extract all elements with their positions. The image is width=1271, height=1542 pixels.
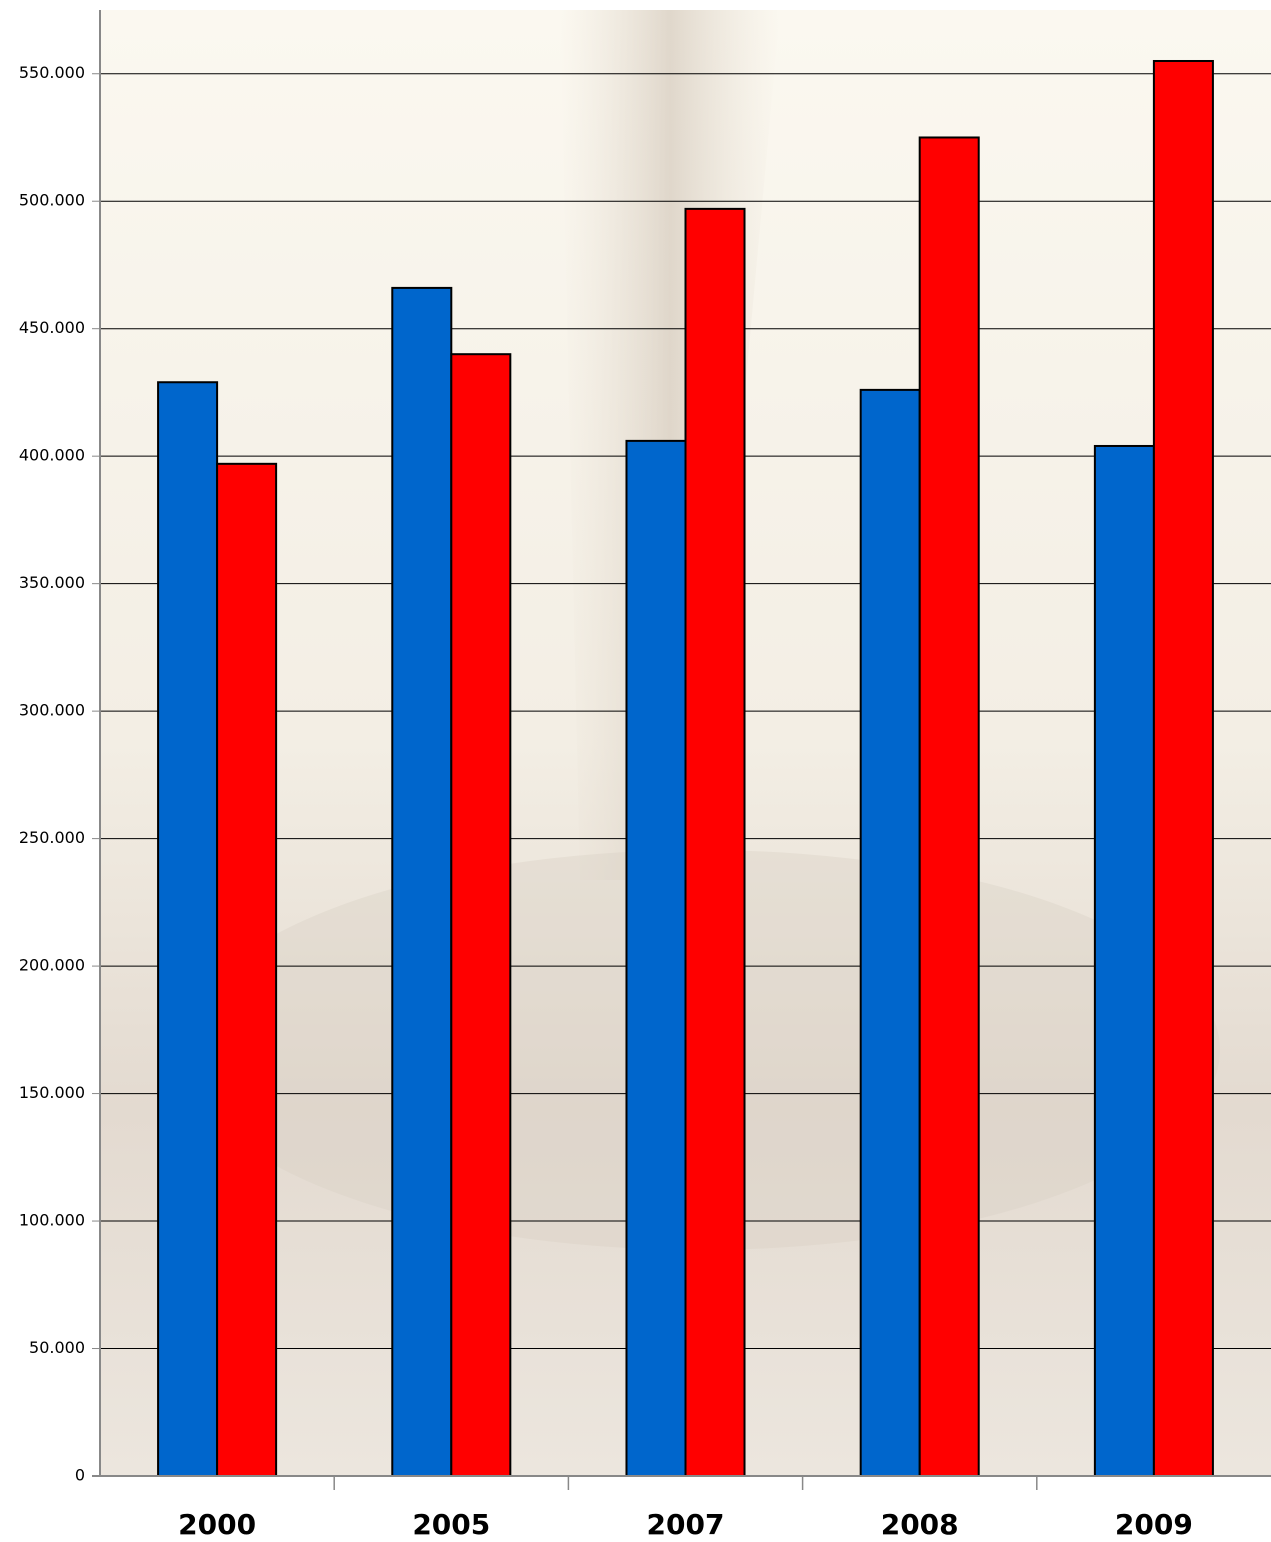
y-tick-label: 450.000 [19, 318, 85, 337]
x-tick-label: 2007 [647, 1508, 725, 1541]
bar [216, 462, 278, 1477]
y-tick-label: 100.000 [19, 1211, 85, 1230]
bars [157, 59, 1214, 1478]
x-tick-label: 2009 [1115, 1508, 1193, 1541]
y-tick-label: 0 [75, 1466, 85, 1485]
y-tick-label: 300.000 [19, 701, 85, 720]
y-tick-label: 350.000 [19, 573, 85, 592]
y-tick-label: 50.000 [29, 1338, 85, 1357]
labels: 0 50.000 100.000 150.000 200.000 250.000 300.0… [19, 63, 1193, 1541]
y-tick-label: 250.000 [19, 828, 85, 847]
bar [625, 439, 687, 1478]
x-tick-label: 2000 [178, 1508, 256, 1541]
bar [450, 353, 512, 1478]
x-tick-label: 2005 [412, 1508, 490, 1541]
x-tick-label: 2008 [881, 1508, 959, 1541]
y-tick-label: 400.000 [19, 446, 85, 465]
bar [859, 388, 921, 1477]
y-tick-label: 550.000 [19, 63, 85, 82]
bar [157, 381, 219, 1477]
bar [1093, 444, 1155, 1477]
bar [391, 286, 453, 1478]
y-tick-label: 150.000 [19, 1083, 85, 1102]
y-tick-label: 200.000 [19, 956, 85, 975]
y-tick-label: 500.000 [19, 191, 85, 210]
bar [918, 136, 980, 1477]
bar [1152, 59, 1214, 1477]
bar [684, 207, 746, 1477]
